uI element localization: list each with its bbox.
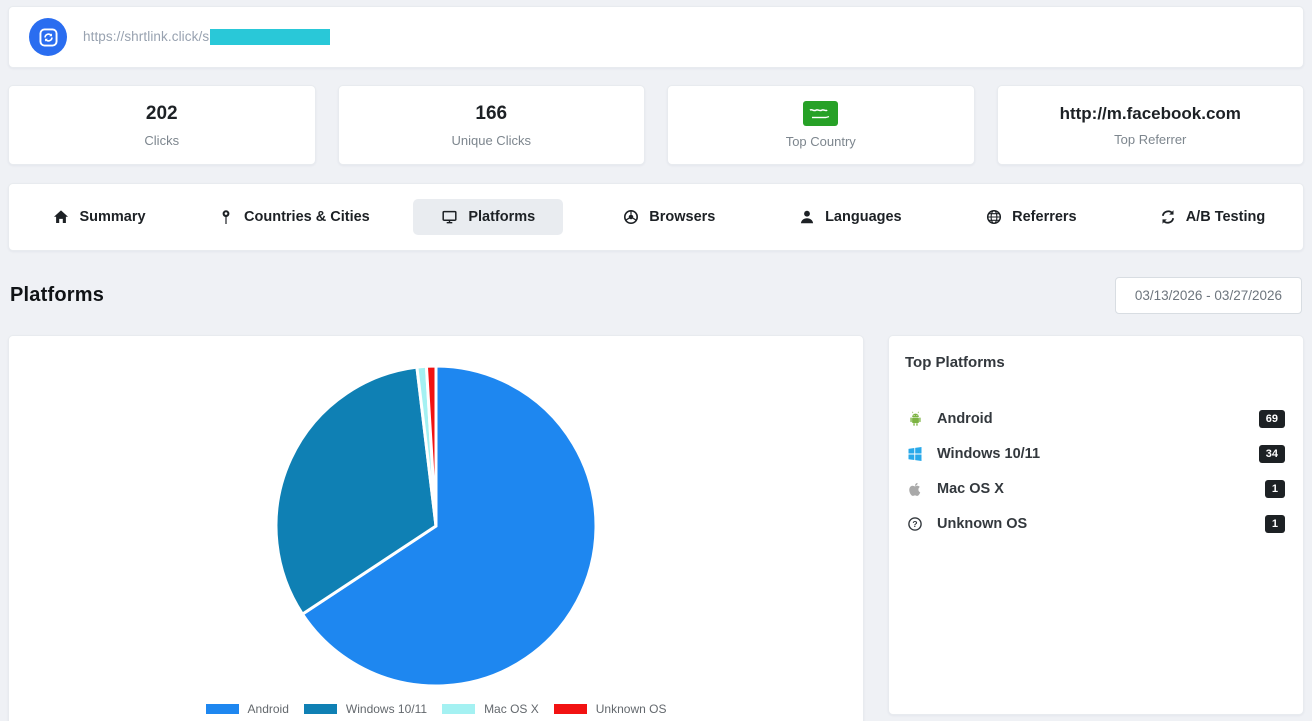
clicks-value: 202	[145, 102, 178, 124]
platform-count-badge: 1	[1264, 514, 1285, 533]
platforms-chart-card: Android Windows 10/11 Mac OS X Unknown O…	[8, 335, 864, 721]
platform-row-android: Android 69	[905, 401, 1287, 436]
legend-item-macosx[interactable]: Mac OS X	[442, 702, 539, 716]
tab-referrers[interactable]: Referrers	[941, 199, 1122, 235]
analytics-tabbar: Summary Countries & Cities Platforms	[8, 183, 1304, 251]
platform-name: Mac OS X	[937, 480, 1004, 497]
tab-ab-testing-label: A/B Testing	[1185, 209, 1266, 225]
legend-label-android: Android	[247, 702, 289, 716]
tab-referrers-label: Referrers	[1012, 209, 1077, 225]
legend-swatch-windows	[303, 704, 337, 714]
page-title: Platforms	[10, 284, 105, 306]
tab-ab-testing[interactable]: A/B Testing	[1122, 199, 1303, 235]
main-content: Android Windows 10/11 Mac OS X Unknown O…	[8, 335, 1304, 721]
top-platforms-card: Top Platforms	[888, 335, 1304, 715]
chart-legend: Android Windows 10/11 Mac OS X Unknown O…	[9, 702, 863, 716]
unique-clicks-card: 166 Unique Clicks	[337, 85, 645, 165]
pie-slice-windows-10-11[interactable]	[274, 365, 438, 616]
apple-icon	[907, 481, 927, 497]
tab-summary-label: Summary	[79, 209, 146, 225]
section-header: Platforms 03/13/2026 - 03/27/2026	[8, 277, 1304, 314]
legend-label-windows: Windows 10/11	[345, 702, 428, 716]
legend-swatch-macosx	[442, 704, 476, 714]
legend-item-windows[interactable]: Windows 10/11	[303, 702, 428, 716]
browser-circle-icon	[623, 209, 639, 225]
platform-name: Android	[937, 410, 993, 427]
map-pin-icon	[218, 209, 234, 225]
person-icon	[799, 209, 815, 225]
legend-swatch-android	[205, 704, 239, 714]
android-icon	[907, 410, 927, 427]
home-icon	[53, 209, 69, 225]
tab-countries-cities[interactable]: Countries & Cities	[190, 199, 398, 235]
tab-platforms[interactable]: Platforms	[398, 199, 579, 235]
tab-browsers[interactable]: Browsers	[579, 199, 760, 235]
platform-count-badge: 69	[1258, 409, 1285, 428]
date-range-picker[interactable]: 03/13/2026 - 03/27/2026	[1114, 277, 1302, 314]
windows-icon	[907, 446, 927, 462]
top-platforms-list: Android 69 Windows 10/11 34	[905, 401, 1287, 541]
short-url-text: https://shrtlink.click/s	[83, 28, 210, 44]
unique-clicks-value: 166	[475, 102, 508, 124]
platform-row-windows: Windows 10/11 34	[905, 436, 1287, 471]
svg-text:?: ?	[912, 518, 917, 528]
top-referrer-card: http://m.facebook.com Top Referrer	[996, 85, 1304, 165]
platform-count-badge: 34	[1258, 444, 1285, 463]
legend-label-macosx: Mac OS X	[484, 702, 539, 716]
globe-icon	[986, 209, 1002, 225]
unique-clicks-label: Unique Clicks	[451, 132, 531, 148]
platform-count-badge: 1	[1264, 479, 1285, 498]
platform-name: Unknown OS	[937, 515, 1028, 532]
monitor-icon	[441, 209, 458, 225]
clicks-label: Clicks	[144, 132, 180, 148]
stats-row: 202 Clicks 166 Unique Clicks Top Country…	[8, 85, 1304, 165]
pie-slice-unknown-os[interactable]	[424, 364, 438, 528]
platform-row-macosx: Mac OS X 1	[905, 471, 1287, 506]
url-redaction	[210, 29, 331, 46]
tab-browsers-label: Browsers	[649, 209, 716, 225]
pie-slice-android[interactable]	[300, 364, 598, 688]
top-referrer-value: http://m.facebook.com	[1059, 103, 1241, 123]
top-platforms-title: Top Platforms	[905, 354, 1005, 371]
tab-summary[interactable]: Summary	[9, 199, 190, 235]
tab-languages-label: Languages	[825, 209, 902, 225]
top-referrer-label: Top Referrer	[1114, 131, 1187, 147]
legend-item-android[interactable]: Android	[205, 702, 289, 716]
short-url-link[interactable]: https://shrtlink.click/s	[83, 28, 331, 46]
top-country-flag	[803, 101, 839, 126]
legend-item-unknown[interactable]: Unknown OS	[553, 702, 667, 716]
sync-square-icon	[38, 27, 58, 47]
platform-name: Windows 10/11	[937, 445, 1041, 462]
clicks-card: 202 Clicks	[8, 85, 316, 165]
platform-row-unknown: ? Unknown OS 1	[905, 506, 1287, 541]
saudi-arabia-flag-icon	[803, 101, 839, 126]
top-country-label: Top Country	[785, 134, 856, 149]
platforms-pie-chart[interactable]	[266, 356, 606, 696]
question-circle-icon: ?	[907, 516, 927, 532]
tab-platforms-label: Platforms	[468, 209, 536, 225]
tab-countries-cities-label: Countries & Cities	[244, 209, 370, 225]
legend-swatch-unknown	[553, 704, 587, 714]
legend-label-unknown: Unknown OS	[595, 702, 667, 716]
tab-languages[interactable]: Languages	[760, 199, 941, 235]
top-country-card: Top Country	[667, 85, 975, 165]
shrtlink-logo	[29, 18, 67, 56]
url-header-card: https://shrtlink.click/s	[8, 6, 1304, 68]
sync-arrows-icon	[1160, 209, 1176, 225]
